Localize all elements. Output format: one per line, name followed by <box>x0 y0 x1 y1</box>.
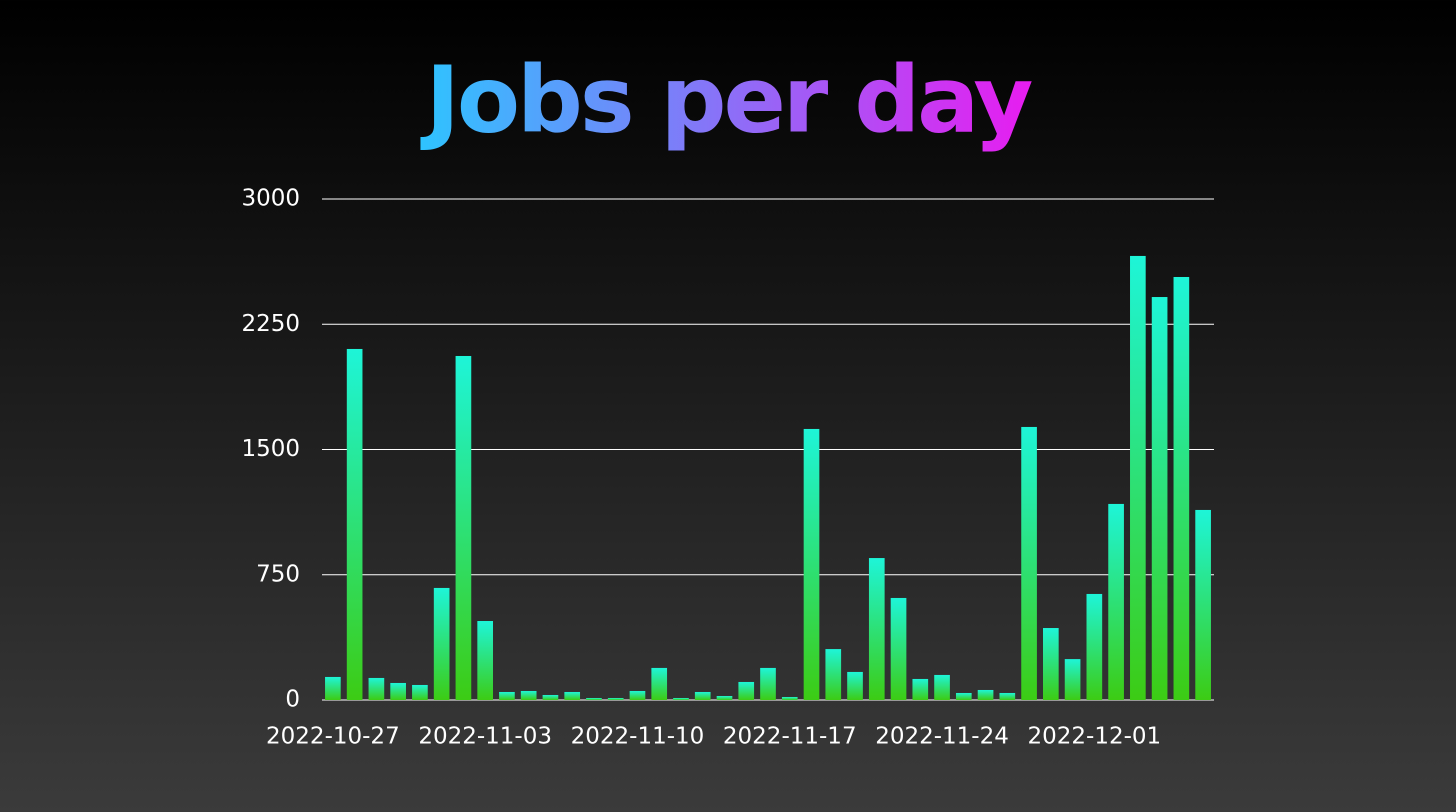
bar <box>716 695 733 700</box>
bar <box>760 667 776 700</box>
bar <box>1195 509 1211 700</box>
bar <box>412 684 428 700</box>
bar <box>651 667 668 700</box>
y-tick-label: 1500 <box>241 436 300 462</box>
bar <box>912 678 929 700</box>
bar <box>1130 255 1146 700</box>
y-tick-label: 0 <box>285 687 300 713</box>
bar <box>629 690 646 700</box>
bar <box>868 558 885 700</box>
bar <box>607 697 624 700</box>
chart-title: Jobs per day <box>420 46 1033 153</box>
x-tick-label: 2022-10-27 <box>266 724 400 750</box>
x-tick-label: 2022-11-24 <box>875 724 1009 750</box>
bar <box>977 689 994 700</box>
bar <box>542 694 559 700</box>
bar <box>1021 426 1037 700</box>
x-tick-label: 2022-12-01 <box>1028 724 1162 750</box>
bar <box>1064 659 1081 700</box>
bar <box>455 355 472 700</box>
bar <box>346 348 363 700</box>
bar <box>825 649 842 700</box>
y-tick-label: 750 <box>256 561 300 587</box>
x-tick-label: 2022-11-10 <box>571 724 705 750</box>
bar <box>847 671 863 700</box>
bar <box>433 587 450 700</box>
bar <box>694 691 711 700</box>
bar <box>934 674 950 700</box>
bar <box>325 676 341 700</box>
bar <box>586 697 602 700</box>
bar <box>955 692 972 700</box>
bar <box>1042 628 1059 700</box>
x-tick-label: 2022-11-17 <box>723 724 857 750</box>
bar <box>1086 593 1103 700</box>
bar <box>803 428 820 700</box>
bar <box>738 681 755 700</box>
bar <box>520 690 537 700</box>
bar <box>999 692 1016 700</box>
bar <box>673 697 689 700</box>
y-tick-label: 2250 <box>241 311 300 337</box>
bar <box>390 682 406 700</box>
bar <box>1173 276 1190 700</box>
bar <box>1108 503 1124 700</box>
bar <box>1151 297 1168 700</box>
bar <box>499 691 515 700</box>
x-tick-label: 2022-11-03 <box>418 724 552 750</box>
bar <box>781 696 798 700</box>
y-tick-label: 3000 <box>241 186 300 212</box>
bar <box>564 691 581 700</box>
bar <box>890 597 907 700</box>
bar <box>368 677 385 700</box>
bar <box>477 621 494 700</box>
